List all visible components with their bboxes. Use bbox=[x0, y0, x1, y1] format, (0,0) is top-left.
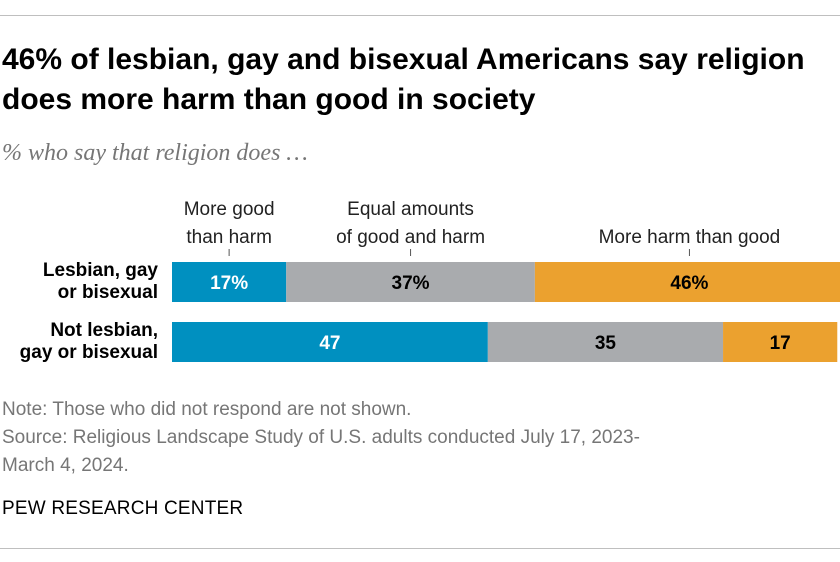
legend-label-1-line-1: More good bbox=[184, 199, 275, 220]
category-label-2-line-2: gay or bisexual bbox=[20, 342, 158, 363]
bar-1-segment-3 bbox=[534, 262, 840, 302]
note-text: Note: Those who did not respond are not … bbox=[2, 399, 412, 420]
category-label-1-line-1: Lesbian, gay bbox=[43, 260, 159, 281]
bar-2-segment-3 bbox=[723, 322, 838, 362]
legend-label-2-line-2: of good and harm bbox=[336, 227, 485, 248]
notes: Note: Those who did not respond are not … bbox=[2, 396, 802, 480]
top-rule bbox=[0, 15, 840, 16]
legend: More good than harm Equal amounts of good a… bbox=[184, 199, 781, 256]
bar-2-segment-1 bbox=[172, 322, 488, 362]
legend-label-3-line-1: More harm than good bbox=[599, 227, 781, 248]
chart-subtitle: % who say that religion does … bbox=[2, 140, 308, 166]
value-label-2-3: 17 bbox=[770, 333, 791, 354]
legend-label-2-line-1: Equal amounts bbox=[347, 199, 474, 220]
stacked-bar-chart: More good than harm Equal amounts of good a… bbox=[20, 199, 840, 363]
category-label-2-line-1: Not lesbian, bbox=[50, 320, 158, 341]
value-label-1-3: 46% bbox=[670, 273, 708, 294]
bars bbox=[172, 262, 840, 362]
brand-label: PEW RESEARCH CENTER bbox=[2, 498, 244, 519]
value-labels: 17% 37% 46% 47 35 17 bbox=[210, 273, 791, 354]
category-label-1-line-2: or bisexual bbox=[58, 282, 158, 303]
bar-1-segment-2 bbox=[286, 262, 535, 302]
value-label-2-2: 35 bbox=[595, 333, 617, 354]
source-line-1: Source: Religious Landscape Study of U.S… bbox=[2, 427, 640, 448]
chart-title: 46% of lesbian, gay and bisexual America… bbox=[2, 43, 805, 116]
value-label-2-1: 47 bbox=[319, 333, 340, 354]
bar-2-segment-2 bbox=[487, 322, 724, 362]
value-label-1-1: 17% bbox=[210, 273, 248, 294]
source-line-2: March 4, 2024. bbox=[2, 455, 129, 476]
bottom-rule bbox=[0, 548, 840, 549]
bar-1-segment-1 bbox=[172, 262, 287, 302]
legend-label-1-line-2: than harm bbox=[186, 227, 272, 248]
value-label-1-2: 37% bbox=[392, 273, 430, 294]
